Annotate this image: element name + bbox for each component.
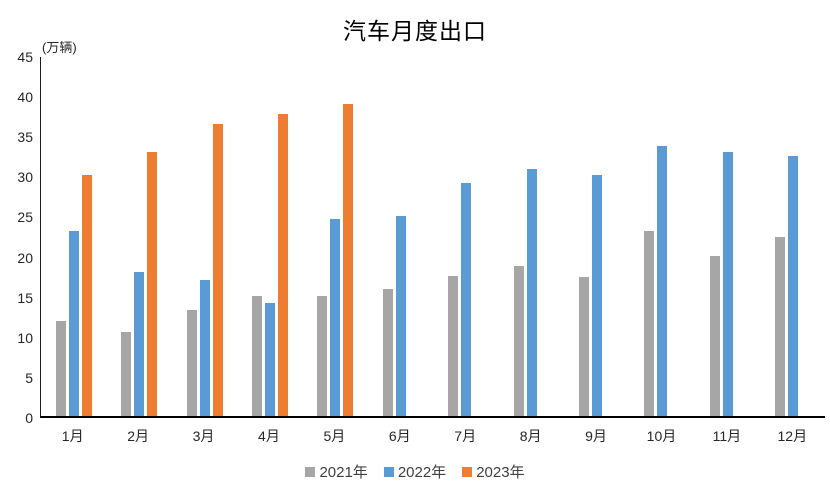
bar-2023-m3 <box>212 124 223 416</box>
y-axis-unit-label: (万辆) <box>42 40 77 55</box>
x-axis-label-m11: 11月 <box>712 428 742 444</box>
bar-2022-m11 <box>722 152 733 416</box>
bar-2021-m8 <box>513 266 524 416</box>
bar-2023-m4 <box>277 114 288 416</box>
y-tick-label-5: 5 <box>25 369 33 386</box>
y-tick-label-30: 30 <box>17 169 33 186</box>
legend-label-2023: 2023年 <box>476 464 525 481</box>
bar-2022-m1 <box>68 230 79 416</box>
x-axis-label-m3: 3月 <box>192 428 215 444</box>
legend-swatch-2022 <box>383 466 394 477</box>
x-axis-label-m2: 2月 <box>127 428 150 444</box>
x-axis-label-m4: 4月 <box>258 428 280 444</box>
legend-swatch-2023 <box>462 466 473 477</box>
bar-2022-m3 <box>199 279 210 416</box>
x-axis-label-m10: 10月 <box>646 428 677 444</box>
bar-2021-m5 <box>317 295 328 416</box>
bar-2022-m7 <box>461 183 472 416</box>
bar-2022-m2 <box>134 271 145 416</box>
bar-2021-m11 <box>709 255 720 416</box>
chart-legend: 2021年 2022年 2023年 <box>0 461 830 482</box>
x-axis-label-m7: 7月 <box>454 428 477 444</box>
legend-label-2022: 2022年 <box>397 464 447 481</box>
y-tick-label-15: 15 <box>17 289 33 306</box>
bar-2021-m12 <box>775 237 786 416</box>
bar-2023-m2 <box>147 152 158 416</box>
bar-2021-m9 <box>579 277 590 416</box>
legend-item-2021: 2021年 <box>305 461 368 482</box>
y-tick-label-35: 35 <box>17 129 33 146</box>
bar-2022-m8 <box>526 168 537 416</box>
y-tick-label-0: 0 <box>25 410 33 426</box>
bar-2023-m1 <box>81 174 92 416</box>
x-axis-label-m1: 1月 <box>61 428 84 444</box>
x-axis-label-m6: 6月 <box>388 428 411 444</box>
bar-2022-m12 <box>788 156 799 416</box>
plot-area <box>40 57 825 418</box>
y-tick-label-20: 20 <box>17 249 33 266</box>
bar-2021-m10 <box>644 230 655 416</box>
y-tick-label-10: 10 <box>17 329 33 346</box>
bar-2022-m6 <box>395 216 406 416</box>
x-axis-label-m5: 5月 <box>323 428 346 444</box>
legend-label-2021: 2021年 <box>319 464 368 481</box>
bar-2022-m9 <box>592 174 603 416</box>
chart-title: 汽车月度出口 <box>343 19 487 45</box>
bar-2022-m5 <box>330 219 341 416</box>
legend-swatch-2021 <box>305 466 316 477</box>
bar-2021-m1 <box>55 320 66 416</box>
bar-2022-m4 <box>264 302 275 416</box>
legend-item-2023: 2023年 <box>462 461 525 482</box>
y-tick-label-40: 40 <box>17 89 33 106</box>
x-axis-label-m8: 8月 <box>519 428 542 444</box>
bar-2021-m3 <box>186 310 197 416</box>
legend-item-2022: 2022年 <box>383 461 447 482</box>
y-tick-label-25: 25 <box>17 209 33 226</box>
y-tick-label-45: 45 <box>17 49 33 65</box>
bar-2022-m10 <box>657 145 668 416</box>
x-axis-label-m9: 9月 <box>585 428 607 444</box>
bar-2021-m7 <box>448 276 459 416</box>
bar-2021-m2 <box>121 331 132 416</box>
bar-2021-m6 <box>382 289 393 416</box>
bar-2023-m5 <box>343 103 354 416</box>
x-axis-label-m12: 12月 <box>777 428 808 444</box>
bar-2021-m4 <box>251 295 262 416</box>
